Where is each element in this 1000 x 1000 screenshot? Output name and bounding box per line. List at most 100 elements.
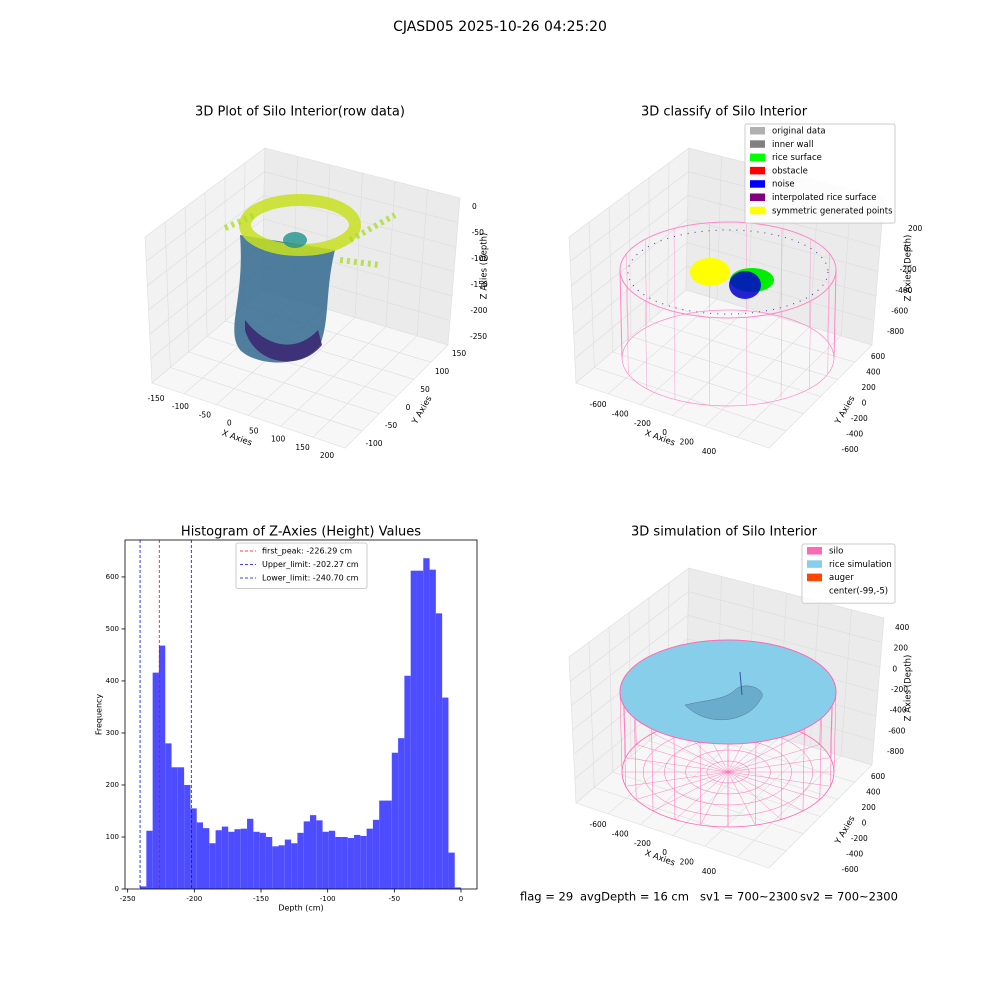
silo-floor <box>652 771 729 812</box>
silo-floor <box>625 771 729 787</box>
tick-label: -150 <box>471 280 488 289</box>
silo-floor <box>727 744 820 773</box>
silo-wall <box>809 300 811 389</box>
bar <box>158 645 166 889</box>
tick-label: -100 <box>471 254 488 263</box>
tick-label: 0 <box>892 664 897 673</box>
chart-title: 3D Plot of Silo Interior(row data) <box>195 105 405 120</box>
legend-label: rice surface <box>772 153 822 163</box>
bar <box>454 887 462 889</box>
legend-label: first_peak: -226.29 cm <box>262 547 352 556</box>
silo-wall <box>699 742 701 826</box>
point-cloud <box>283 232 307 248</box>
tick-label: -600 <box>891 306 908 315</box>
legend-label: silo <box>829 547 843 557</box>
bar <box>404 675 411 889</box>
tick-label: 200 <box>894 644 909 653</box>
bar <box>303 821 310 889</box>
tick-label: -600 <box>589 400 606 409</box>
bar <box>184 784 191 889</box>
legend-patch <box>750 140 765 148</box>
tick-label: -600 <box>888 726 905 735</box>
bar <box>259 832 266 889</box>
silo-wall <box>833 269 837 359</box>
tick-label: -200 <box>470 306 487 315</box>
axes-frame <box>124 539 478 890</box>
tick-label: 600 <box>871 352 886 361</box>
bar <box>171 767 178 889</box>
y-tick-label: 300 <box>106 729 119 737</box>
legend-patch <box>807 560 822 568</box>
silo-wall <box>673 737 676 820</box>
silo-wall <box>830 705 833 787</box>
legend-box <box>744 123 896 224</box>
chart-title: 3D simulation of Silo Interior <box>631 525 818 540</box>
tick-label: 400 <box>702 447 717 456</box>
bar <box>309 815 317 889</box>
tick-label: -200 <box>891 685 908 694</box>
silo-floor <box>674 771 729 820</box>
tick-label: -50 <box>472 228 484 237</box>
y-tick-label: 500 <box>106 625 119 633</box>
bar <box>177 767 185 889</box>
bar <box>240 828 248 889</box>
bar <box>360 835 367 889</box>
tick-label: 50 <box>249 427 259 436</box>
axis-label: Z Axies (Depth) <box>904 235 914 302</box>
bar <box>146 830 153 889</box>
legend-label: inner wall <box>772 140 813 150</box>
chart-title: 3D classify of Silo Interior <box>641 105 808 120</box>
tick-label: 100 <box>435 367 450 376</box>
bar <box>341 836 348 889</box>
silo-wall <box>827 286 830 375</box>
footer-text: flag = 29 <box>520 890 573 904</box>
bar <box>284 839 292 889</box>
y-tick-label: 0 <box>115 885 119 893</box>
tick-label: 0 <box>227 418 232 427</box>
bar <box>416 570 424 889</box>
tick-label: 200 <box>680 858 695 867</box>
bar <box>391 752 399 889</box>
tick-label: -600 <box>841 445 858 454</box>
legend-label: interpolated rice surface <box>772 193 877 203</box>
tick-label: 400 <box>702 867 717 876</box>
silo-floor <box>727 771 756 826</box>
silo-floor <box>727 771 782 820</box>
bar <box>152 672 159 889</box>
tick-label: -250 <box>470 332 487 341</box>
auger <box>739 671 743 696</box>
tick-label: -200 <box>851 834 868 843</box>
bar <box>272 846 279 889</box>
y-tick-label: 200 <box>106 781 119 789</box>
silo-floor <box>700 771 729 826</box>
bar <box>291 843 298 889</box>
legend-patch <box>750 127 765 135</box>
bar <box>203 828 210 889</box>
legend-patch <box>750 193 765 201</box>
y-axis-label: Frequency <box>95 694 104 736</box>
bar <box>234 829 241 889</box>
silo-wall <box>623 705 626 787</box>
tick-label: -400 <box>612 409 629 418</box>
tick-label: 400 <box>895 623 910 632</box>
silo-wall <box>673 228 676 317</box>
legend-label: original data <box>772 127 826 137</box>
bar <box>442 697 449 889</box>
bar <box>366 828 373 889</box>
y-tick-label: 100 <box>106 833 119 841</box>
silo-wall <box>645 239 647 328</box>
tick-label: 0 <box>406 403 411 412</box>
tick-label: -200 <box>851 414 868 423</box>
legend-patch <box>750 166 765 175</box>
bar <box>278 845 285 889</box>
footer-text: avgDepth = 16 cm <box>580 890 689 904</box>
tick-label: -200 <box>634 419 651 428</box>
y-tick-label: 600 <box>106 573 119 581</box>
x-tick-label: -200 <box>186 895 202 903</box>
bar <box>354 834 361 889</box>
noise <box>729 271 761 299</box>
x-tick-label: -150 <box>253 895 269 903</box>
legend-patch <box>807 573 822 582</box>
point-cloud <box>245 320 322 362</box>
